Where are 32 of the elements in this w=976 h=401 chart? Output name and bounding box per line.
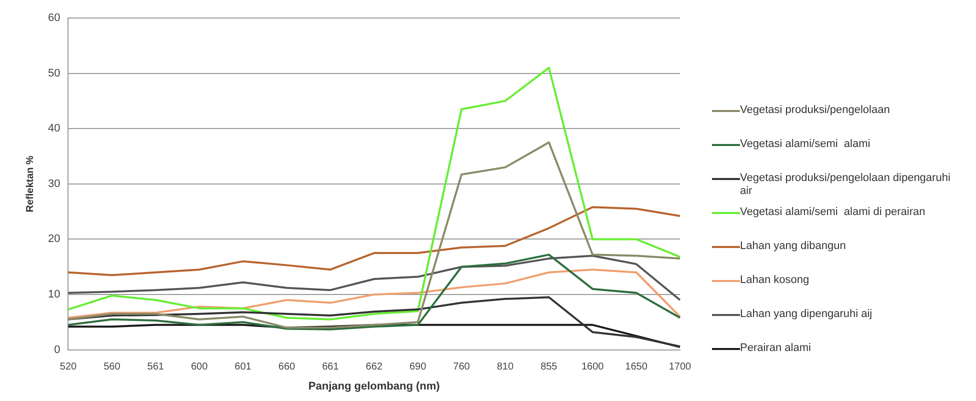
x-tick-label: 600	[190, 362, 208, 373]
y-tick-label: 50	[48, 67, 60, 80]
x-tick-label: 1700	[668, 362, 692, 373]
x-tick-label: 690	[409, 362, 427, 373]
x-tick-label: 601	[234, 362, 252, 373]
y-tick-label: 10	[48, 288, 60, 301]
y-tick-label: 0	[54, 344, 60, 356]
x-tick-label: 520	[60, 362, 78, 373]
x-tick-label: 560	[104, 362, 121, 373]
y-tick-label: 20	[48, 233, 60, 246]
x-tick-label: 810	[496, 362, 514, 373]
legend-label: Vegetasi alami/semi alami	[740, 138, 872, 151]
x-tick-label: 1600	[581, 362, 604, 373]
legend-label: Vegetasi alami/semi alami di perairan	[740, 206, 926, 219]
legend-label: Vegetasi produksi/pengelolaan dipengaruhi air	[740, 172, 952, 198]
x-tick-label: 1650	[625, 362, 648, 373]
x-tick-label: 760	[453, 362, 470, 373]
y-tick-label: 60	[48, 12, 60, 24]
y-tick-label: 30	[48, 178, 60, 190]
y-tick-label: 40	[48, 122, 60, 135]
x-tick-label: 661	[322, 362, 340, 373]
x-tick-label: 662	[366, 362, 383, 373]
x-tick-label: 561	[147, 362, 164, 373]
legend-label: Lahan yang dipengaruhi aij	[740, 308, 874, 321]
x-tick-label: 660	[278, 362, 296, 373]
x-tick-label: 855	[540, 362, 558, 373]
legend-label: Lahan kosong	[740, 274, 810, 287]
legend-label: Perairan alami	[740, 342, 812, 355]
y-axis-title: Reflektan %	[24, 155, 36, 212]
legend-label: Vegetasi produksi/pengelolaan	[740, 104, 891, 117]
legend-label: Lahan yang dibangun	[740, 240, 847, 253]
x-axis-title: Panjang gelombang (nm)	[308, 380, 440, 392]
